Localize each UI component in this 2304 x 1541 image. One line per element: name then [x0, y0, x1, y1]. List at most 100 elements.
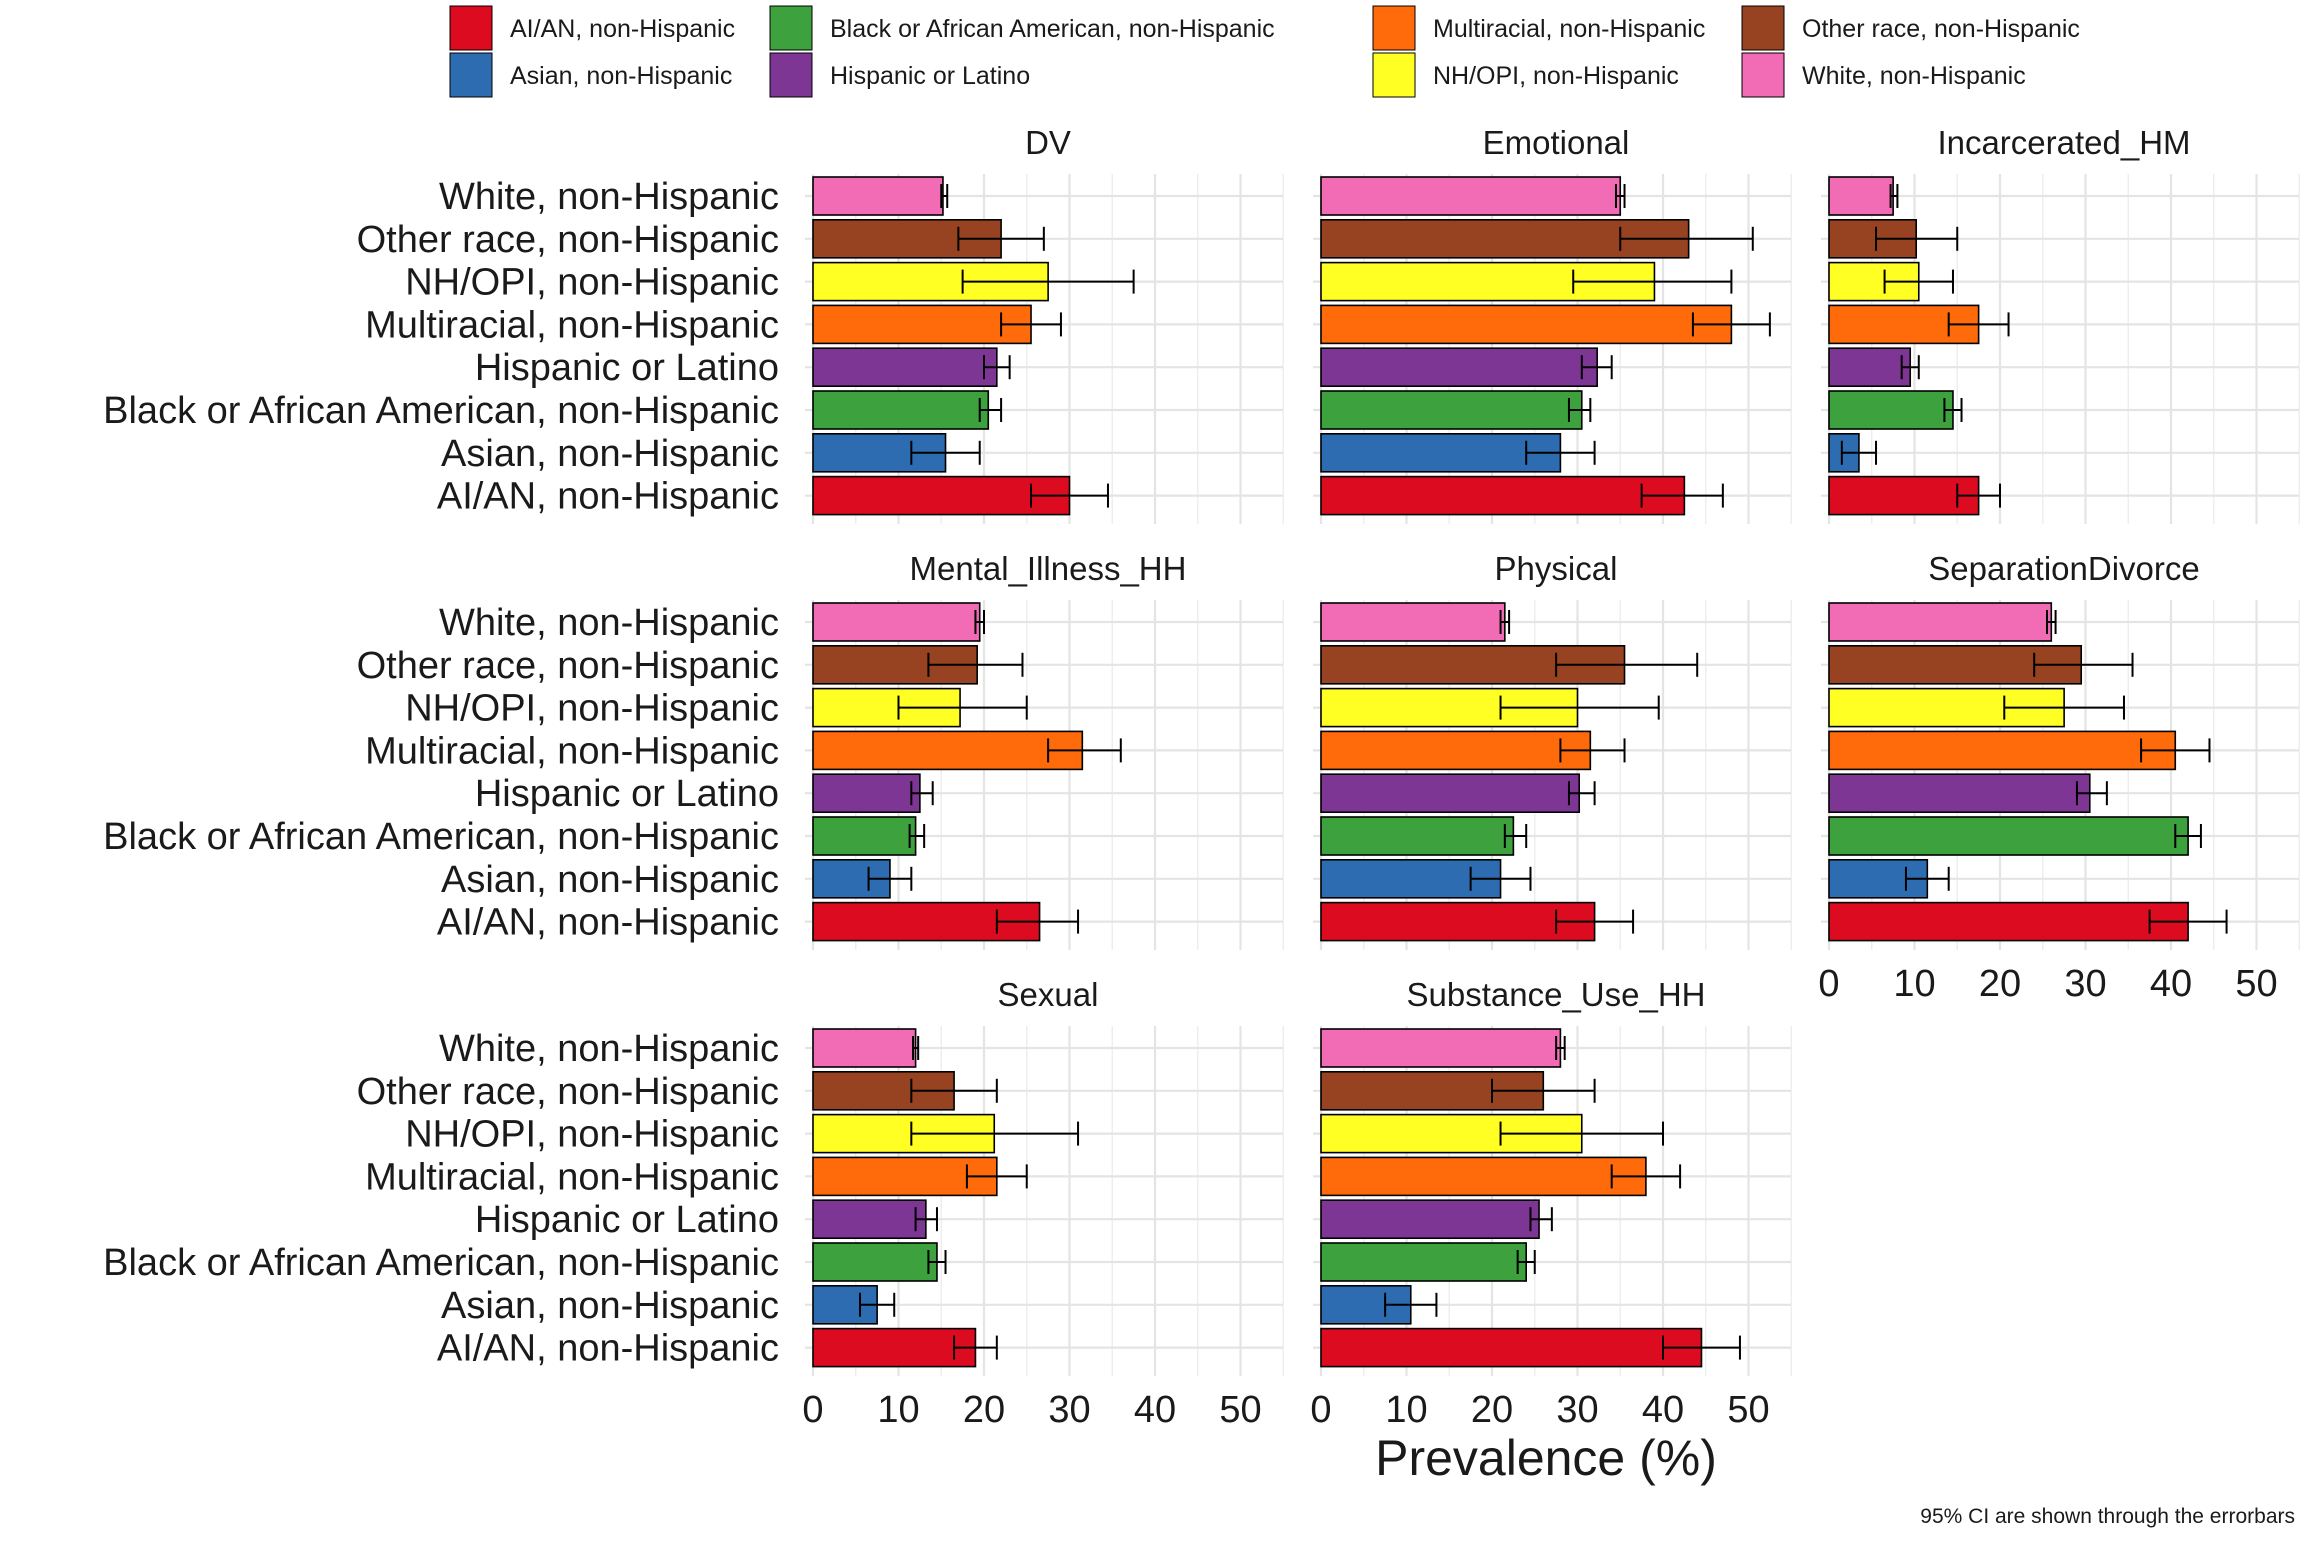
errorbar-hispanic-or-latino: [914, 1207, 938, 1232]
panel-title: Emotional: [1483, 124, 1630, 161]
y-tick-label: Asian, non-Hispanic: [441, 859, 779, 901]
bar-black-or-african-american-non-hispanic: [812, 816, 917, 856]
panel-title: Incarcerated_HM: [1937, 124, 2190, 161]
y-tick-label: Multiracial, non-Hispanic: [365, 730, 779, 772]
legend-item-nh-opi-non-hispanic: NH/OPI, non-Hispanic: [1372, 52, 1679, 98]
errorbar-hispanic-or-latino: [1529, 1207, 1553, 1232]
errorbar-multiracial-non-hispanic: [1000, 312, 1062, 337]
bar-hispanic-or-latino: [1828, 347, 1912, 388]
legend-label: Other race, non-Hispanic: [1802, 15, 2080, 43]
errorbar-multiracial-non-hispanic: [1559, 738, 1626, 763]
legend-swatch: [769, 5, 813, 51]
y-tick-label: Other race, non-Hispanic: [357, 1071, 779, 1113]
legend-item-hispanic-or-latino: Hispanic or Latino: [769, 52, 1030, 98]
errorbar-black-or-african-american-non-hispanic: [978, 398, 1003, 422]
legend-swatch: [1372, 5, 1416, 51]
x-tick-label: 10: [877, 1389, 919, 1431]
errorbar-nh-opi-non-hispanic: [1883, 269, 1954, 294]
x-tick-label: 40: [1134, 1389, 1176, 1431]
legend-label: Black or African American, non-Hispanic: [830, 15, 1275, 43]
bar-black-or-african-american-non-hispanic: [1320, 816, 1515, 856]
errorbar-asian-non-hispanic: [1469, 866, 1532, 891]
errorbar-asian-non-hispanic: [859, 1292, 896, 1317]
errorbar-other-race-non-hispanic: [2033, 652, 2134, 677]
legend-item-ai-an-non-hispanic: AI/AN, non-Hispanic: [449, 5, 735, 51]
x-tick-label: 30: [1048, 1389, 1090, 1431]
errorbar-nh-opi-non-hispanic: [1499, 695, 1660, 720]
bar-multiracial-non-hispanic: [1320, 304, 1733, 345]
bar-multiracial-non-hispanic: [812, 304, 1032, 345]
x-tick-label: 10: [1385, 1389, 1427, 1431]
errorbar-ai-an-non-hispanic: [1662, 1335, 1741, 1360]
errorbar-hispanic-or-latino: [1580, 355, 1613, 380]
bar-hispanic-or-latino: [812, 773, 921, 814]
errorbar-nh-opi-non-hispanic: [1572, 269, 1733, 294]
y-tick-label: Other race, non-Hispanic: [357, 645, 779, 687]
x-tick-label: 40: [1642, 1389, 1684, 1431]
errorbar-multiracial-non-hispanic: [2140, 738, 2211, 763]
errorbar-asian-non-hispanic: [1525, 440, 1596, 465]
errorbar-black-or-african-american-non-hispanic: [1503, 824, 1528, 848]
y-tick-label: Multiracial, non-Hispanic: [365, 304, 779, 346]
bar-other-race-non-hispanic: [1320, 644, 1626, 685]
x-tick-label: 50: [1727, 1389, 1769, 1431]
errorbar-other-race-non-hispanic: [1555, 652, 1699, 677]
bar-ai-an-non-hispanic: [1828, 901, 2189, 942]
errorbar-nh-opi-non-hispanic: [2003, 695, 2125, 720]
errorbar-nh-opi-non-hispanic: [1499, 1121, 1664, 1146]
errorbar-other-race-non-hispanic: [927, 652, 1024, 677]
y-tick-label: Black or African American, non-Hispanic: [103, 816, 779, 858]
errorbar-asian-non-hispanic: [867, 866, 913, 891]
bar-ai-an-non-hispanic: [1320, 901, 1596, 942]
bar-multiracial-non-hispanic: [1320, 730, 1592, 771]
x-tick-label: 0: [802, 1389, 823, 1431]
legend-swatch: [449, 52, 493, 98]
panel-separationdivorce: SeparationDivorce 0 10 20 30 40 50: [1818, 550, 2300, 1005]
errorbar-black-or-african-american-non-hispanic: [927, 1250, 947, 1274]
errorbar-ai-an-non-hispanic: [953, 1335, 998, 1360]
errorbar-black-or-african-american-non-hispanic: [1567, 398, 1592, 422]
panel-emotional: Emotional: [1313, 124, 1792, 524]
errorbar-ai-an-non-hispanic: [1030, 483, 1109, 508]
bar-black-or-african-american-non-hispanic: [812, 390, 990, 430]
errorbar-white-non-hispanic: [1889, 184, 1899, 208]
bar-multiracial-non-hispanic: [812, 730, 1084, 771]
panel-title: DV: [1025, 124, 1071, 161]
legend-swatch: [449, 5, 493, 51]
bar-white-non-hispanic: [812, 176, 944, 216]
bar-hispanic-or-latino: [1320, 347, 1598, 388]
y-tick-label: Other race, non-Hispanic: [357, 219, 779, 261]
bar-white-non-hispanic: [1320, 176, 1622, 216]
errorbar-white-non-hispanic: [1555, 1036, 1566, 1060]
x-axis-label: Prevalence (%): [1375, 1430, 1717, 1486]
legend-swatch: [1741, 5, 1785, 51]
legend-item-multiracial-non-hispanic: Multiracial, non-Hispanic: [1372, 5, 1705, 51]
errorbar-white-non-hispanic: [974, 610, 985, 634]
errorbar-white-non-hispanic: [1614, 184, 1626, 208]
panel-substance-use-hh: Substance_Use_HH 0 10 20 30 40 50: [1310, 976, 1792, 1431]
panel-title: Substance_Use_HH: [1407, 976, 1706, 1013]
bar-hispanic-or-latino: [1828, 773, 2091, 814]
y-tick-label: White, non-Hispanic: [439, 602, 779, 644]
errorbar-ai-an-non-hispanic: [1956, 483, 2001, 508]
y-tick-label: Hispanic or Latino: [475, 347, 779, 389]
errorbar-hispanic-or-latino: [1900, 355, 1920, 380]
errorbar-multiracial-non-hispanic: [1691, 312, 1771, 337]
bar-hispanic-or-latino: [1320, 1199, 1540, 1239]
errorbar-nh-opi-non-hispanic: [910, 1121, 1080, 1146]
x-tick-label: 0: [1310, 1389, 1331, 1431]
errorbar-hispanic-or-latino: [1567, 781, 1596, 806]
y-tick-label: Hispanic or Latino: [475, 1199, 779, 1241]
y-tick-label: AI/AN, non-Hispanic: [437, 476, 779, 518]
x-tick-label: 30: [2064, 963, 2106, 1005]
bar-hispanic-or-latino: [812, 1199, 927, 1239]
errorbar-multiracial-non-hispanic: [1610, 1164, 1682, 1189]
panel-title: SeparationDivorce: [1928, 550, 2199, 587]
errorbar-black-or-african-american-non-hispanic: [1943, 398, 1963, 422]
y-tick-label: AI/AN, non-Hispanic: [437, 902, 779, 944]
bar-ai-an-non-hispanic: [1320, 1327, 1703, 1368]
errorbar-white-non-hispanic: [940, 184, 949, 208]
